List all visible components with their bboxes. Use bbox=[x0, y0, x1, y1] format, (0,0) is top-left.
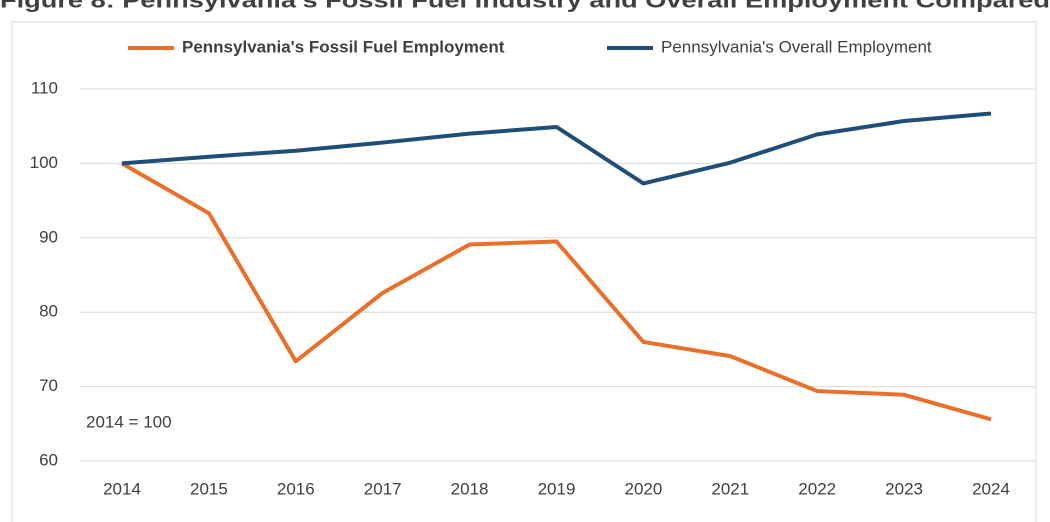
x-tick-label: 2018 bbox=[451, 479, 489, 498]
x-tick-label: 2022 bbox=[798, 479, 836, 498]
y-tick-label: 80 bbox=[39, 302, 58, 321]
x-tick-label: 2016 bbox=[277, 479, 315, 498]
x-tick-label: 2023 bbox=[885, 479, 923, 498]
series-line bbox=[121, 111, 992, 186]
x-tick-label: 2019 bbox=[538, 479, 576, 498]
x-tick-label: 2014 bbox=[103, 479, 141, 498]
chart-title: Figure 8: Pennsylvania's Fossil Fuel Ind… bbox=[0, 0, 1050, 13]
x-tick-label: 2017 bbox=[364, 479, 402, 498]
legend-label: Pennsylvania's Overall Employment bbox=[661, 37, 932, 56]
x-tick-label: 2015 bbox=[190, 479, 228, 498]
x-tick-label: 2024 bbox=[972, 479, 1010, 498]
y-tick-label: 60 bbox=[39, 450, 58, 469]
y-tick-label: 100 bbox=[30, 153, 58, 172]
annotation: 2014 = 100 bbox=[86, 412, 172, 431]
chart-frame bbox=[11, 21, 1037, 522]
y-tick-label: 70 bbox=[39, 376, 58, 395]
legend-label: Pennsylvania's Fossil Fuel Employment bbox=[182, 37, 505, 56]
y-tick-label: 110 bbox=[31, 78, 58, 97]
series-line bbox=[121, 161, 992, 422]
x-tick-label: 2020 bbox=[624, 479, 662, 498]
y-tick-label: 90 bbox=[39, 227, 58, 246]
x-tick-label: 2021 bbox=[711, 479, 749, 498]
